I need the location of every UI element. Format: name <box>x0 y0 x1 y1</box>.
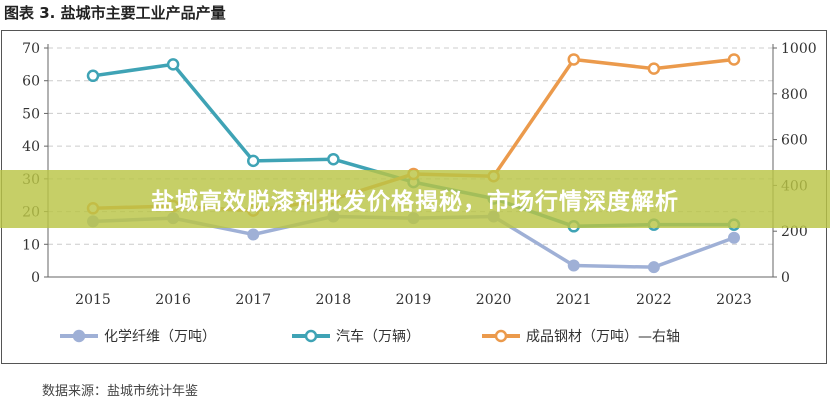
x-tick-label: 2019 <box>396 292 432 308</box>
chart-title: 图表 3. 盐城市主要工业产品产量 <box>4 4 226 22</box>
data-point-1 <box>247 154 260 168</box>
right-tick-label: 600 <box>781 133 808 149</box>
left-tick-label: 50 <box>22 106 40 122</box>
legend-marker-1 <box>304 329 318 343</box>
left-tick-label: 60 <box>22 74 40 90</box>
legend-label-0: 化学纤维（万吨） <box>104 329 216 345</box>
x-tick-label: 2015 <box>75 292 111 308</box>
right-tick-label: 800 <box>781 87 808 103</box>
x-tick-label: 2020 <box>476 292 512 308</box>
legend-marker-2 <box>494 329 508 343</box>
x-tick-label: 2022 <box>636 292 672 308</box>
right-tick-label: 200 <box>781 224 808 240</box>
data-point-1 <box>327 152 340 166</box>
right-tick-label: 0 <box>781 270 790 286</box>
data-point-1 <box>166 58 180 71</box>
left-tick-label: 40 <box>22 139 40 155</box>
banner-text: 盐城高效脱漆剂批发价格揭秘，市场行情深度解析 <box>151 189 679 215</box>
data-point-1 <box>86 69 100 83</box>
data-point-0 <box>728 231 740 244</box>
x-tick-label: 2021 <box>556 292 592 308</box>
left-tick-label: 0 <box>31 270 40 286</box>
legend-label-1: 汽车（万辆） <box>336 328 420 345</box>
right-tick-label: 1000 <box>781 41 817 57</box>
x-tick-label: 2023 <box>716 292 752 308</box>
data-point-2 <box>727 53 741 66</box>
data-point-0 <box>247 228 260 241</box>
data-point-0 <box>567 259 580 272</box>
overlay-banner: 盐城高效脱漆剂批发价格揭秘，市场行情深度解析 <box>0 170 830 228</box>
left-tick-label: 70 <box>22 41 40 57</box>
data-point-2 <box>647 62 661 75</box>
legend-marker-0 <box>72 329 86 343</box>
left-tick-label: 10 <box>22 237 40 253</box>
data-point-2 <box>567 53 580 66</box>
x-tick-label: 2017 <box>235 292 271 308</box>
data-point-0 <box>647 261 660 274</box>
legend-label-2: 成品钢材（万吨）—右轴 <box>526 329 680 345</box>
data-source: 数据来源：盐城市统计年鉴 <box>42 384 199 399</box>
x-tick-label: 2016 <box>155 292 191 308</box>
x-tick-label: 2018 <box>316 292 352 308</box>
